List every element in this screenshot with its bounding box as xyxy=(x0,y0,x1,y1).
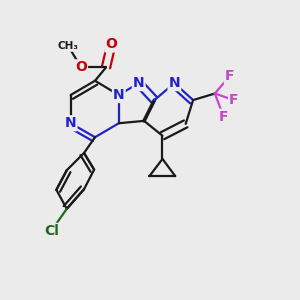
Text: O: O xyxy=(105,38,117,52)
Text: F: F xyxy=(219,110,229,124)
Text: N: N xyxy=(169,76,180,90)
Text: Cl: Cl xyxy=(44,224,59,238)
Text: N: N xyxy=(65,116,76,130)
Text: F: F xyxy=(229,93,239,107)
Text: N: N xyxy=(113,88,124,102)
Text: N: N xyxy=(133,76,145,90)
Text: O: O xyxy=(75,60,87,74)
Text: CH₃: CH₃ xyxy=(58,41,79,51)
Text: F: F xyxy=(225,69,234,83)
